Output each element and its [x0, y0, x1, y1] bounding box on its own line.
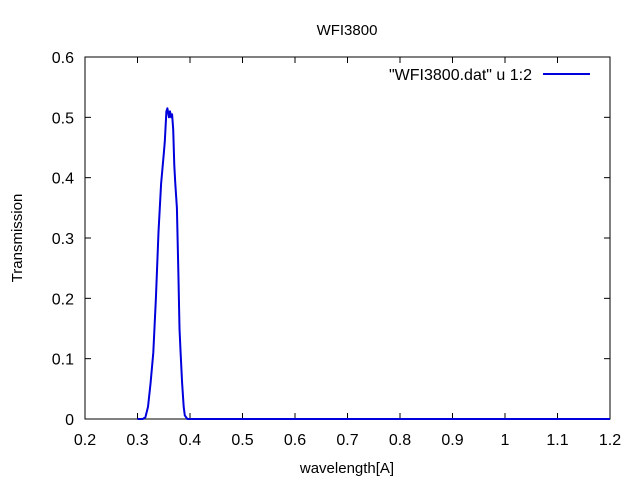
y-axis-label: Transmission: [9, 194, 26, 283]
x-tick-label: 0.5: [231, 432, 253, 449]
y-tick-label: 0.4: [52, 171, 74, 188]
y-tick-label: 0: [65, 412, 74, 429]
x-tick-label: 0.8: [389, 432, 411, 449]
y-tick-label: 0.1: [52, 352, 74, 369]
x-tick-label: 1.2: [599, 432, 621, 449]
series-layer: [137, 107, 610, 420]
x-tick-label: 1.1: [546, 432, 568, 449]
y-tick-label: 0.6: [52, 50, 74, 67]
x-tick-label: 1: [501, 432, 510, 449]
x-tick-label: 0.9: [441, 432, 463, 449]
chart-title: WFI3800: [317, 22, 378, 39]
y-tick-label: 0.2: [52, 291, 74, 308]
x-tick-label: 0.3: [126, 432, 148, 449]
x-axis: 0.2 0.3 0.4 0.5 0.6 0.7 0.8 0.9 1 1.1 1.2: [74, 57, 621, 449]
y-axis: 0 0.1 0.2 0.3 0.4 0.5 0.6: [52, 50, 610, 429]
series-line: [137, 107, 610, 420]
legend: "WFI3800.dat" u 1:2: [389, 67, 590, 84]
x-tick-label: 0.2: [74, 432, 96, 449]
x-tick-label: 0.4: [179, 432, 201, 449]
legend-label: "WFI3800.dat" u 1:2: [389, 67, 532, 84]
y-tick-label: 0.3: [52, 231, 74, 248]
x-tick-label: 0.7: [336, 432, 358, 449]
x-axis-label: wavelength[A]: [299, 460, 394, 477]
plot-area-frame: [84, 56, 611, 420]
y-tick-label: 0.5: [52, 110, 74, 127]
x-tick-label: 0.6: [284, 432, 306, 449]
